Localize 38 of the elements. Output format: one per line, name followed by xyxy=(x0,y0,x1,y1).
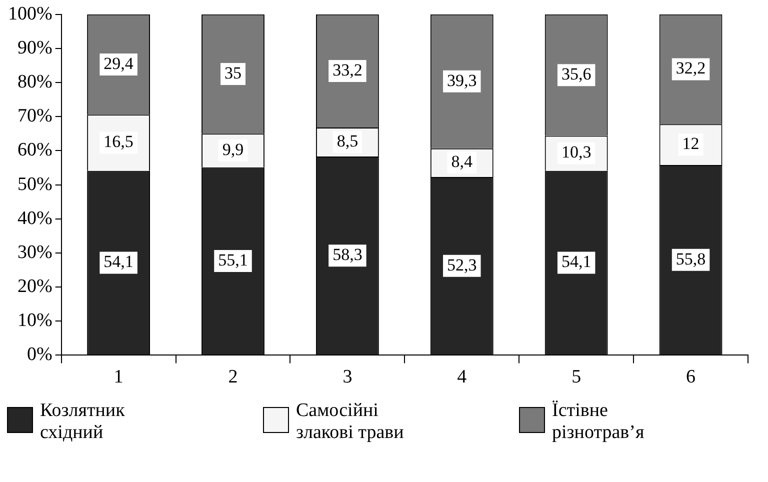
data-label: 9,9 xyxy=(222,140,244,160)
data-label: 58,3 xyxy=(332,245,362,264)
x-tick-label: 5 xyxy=(572,366,582,388)
data-label: 54,1 xyxy=(561,252,592,272)
y-tick-label: 100% xyxy=(8,3,52,24)
data-label: 35 xyxy=(224,64,242,83)
data-label: 54,1 xyxy=(104,252,134,272)
data-label: 12 xyxy=(682,134,700,154)
y-tick-label: 20% xyxy=(18,276,52,298)
y-tick-label: 40% xyxy=(18,208,52,229)
data-label: 10,3 xyxy=(561,142,592,162)
y-tick-label: 50% xyxy=(18,174,52,195)
data-label: 8,5 xyxy=(336,132,358,150)
data-label: 8,4 xyxy=(451,152,474,172)
data-label: 55,8 xyxy=(676,249,706,268)
x-tick-label: 1 xyxy=(114,366,124,388)
data-label: 39,3 xyxy=(447,70,477,90)
data-label: 29,4 xyxy=(104,54,134,73)
data-label: 32,2 xyxy=(676,58,706,78)
x-tick-label: 4 xyxy=(457,366,468,388)
x-tick-label: 2 xyxy=(228,366,238,388)
data-label: 35,6 xyxy=(561,64,592,84)
legend-label: Їстівне різнотрав’я xyxy=(552,400,646,444)
data-label: 33,2 xyxy=(332,60,362,80)
legend-label: Самосійні злакові трави xyxy=(296,400,405,444)
data-label: 52,3 xyxy=(447,255,477,274)
y-tick-label: 60% xyxy=(18,140,52,161)
legend-label: Козлятник східний xyxy=(40,400,126,444)
y-tick-label: 0% xyxy=(27,344,52,366)
y-tick-label: 30% xyxy=(18,242,52,263)
y-tick-label: 80% xyxy=(18,72,52,93)
x-tick-label: 6 xyxy=(686,366,696,388)
data-label: 16,5 xyxy=(104,132,134,152)
y-tick-label: 90% xyxy=(18,37,52,58)
y-tick-label: 70% xyxy=(18,106,52,127)
data-label: 55,1 xyxy=(218,250,248,270)
x-tick-label: 3 xyxy=(342,366,352,388)
y-tick-label: 10% xyxy=(18,310,52,332)
